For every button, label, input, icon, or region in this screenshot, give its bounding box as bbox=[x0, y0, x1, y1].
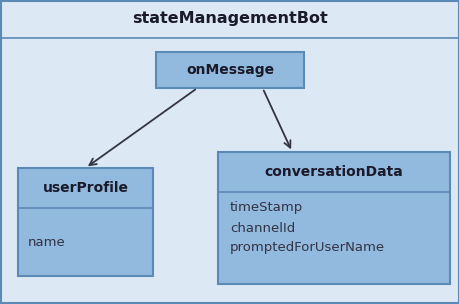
Text: timeStamp: timeStamp bbox=[230, 202, 302, 215]
Text: stateManagementBot: stateManagementBot bbox=[132, 12, 327, 26]
Text: promptedForUserName: promptedForUserName bbox=[230, 241, 384, 254]
Text: userProfile: userProfile bbox=[42, 181, 128, 195]
Bar bbox=[156, 52, 303, 88]
Bar bbox=[218, 152, 449, 284]
Text: channelId: channelId bbox=[230, 222, 295, 234]
Text: name: name bbox=[28, 236, 66, 248]
Text: conversationData: conversationData bbox=[264, 165, 403, 179]
Bar bbox=[18, 168, 153, 276]
Text: onMessage: onMessage bbox=[185, 63, 274, 77]
